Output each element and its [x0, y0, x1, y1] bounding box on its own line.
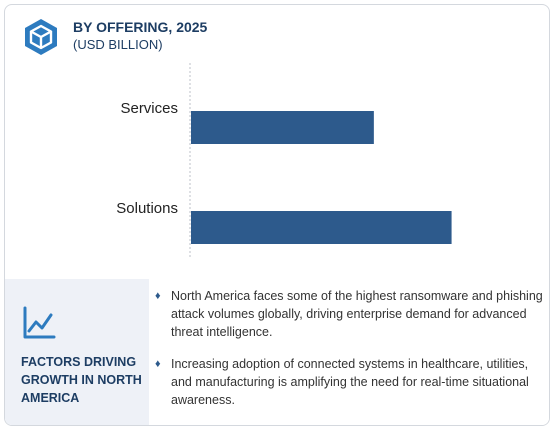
chart-subtitle: (USD BILLION) — [73, 37, 163, 52]
diamond-bullet-icon: ♦ — [155, 290, 161, 302]
bar-services — [191, 111, 374, 144]
chart-card: BY OFFERING, 2025 (USD BILLION) Services… — [4, 4, 550, 426]
factors-title: FACTORS DRIVING GROWTH IN NORTH AMERICA — [21, 355, 142, 405]
factors-section: FACTORS DRIVING GROWTH IN NORTH AMERICA … — [5, 279, 549, 425]
chart-title: BY OFFERING, 2025 — [73, 19, 208, 35]
category-label-solutions: Solutions — [116, 200, 178, 217]
factor-bullet: ♦ Increasing adoption of connected syste… — [155, 355, 543, 409]
factor-bullet-text: Increasing adoption of connected systems… — [171, 357, 529, 407]
trend-line-icon — [23, 306, 56, 339]
category-label-services: Services — [120, 100, 178, 117]
bar-solutions — [191, 211, 452, 244]
factor-bullet: ♦ North America faces some of the highes… — [155, 287, 543, 341]
bars-layer: Services Solutions — [116, 100, 452, 244]
factors-panel: FACTORS DRIVING GROWTH IN NORTH AMERICA — [5, 279, 149, 425]
cube-icon — [25, 19, 57, 55]
diamond-bullet-icon: ♦ — [155, 358, 161, 370]
bar-chart: Services Solutions — [116, 63, 452, 259]
factor-bullet-text: North America faces some of the highest … — [171, 289, 543, 339]
